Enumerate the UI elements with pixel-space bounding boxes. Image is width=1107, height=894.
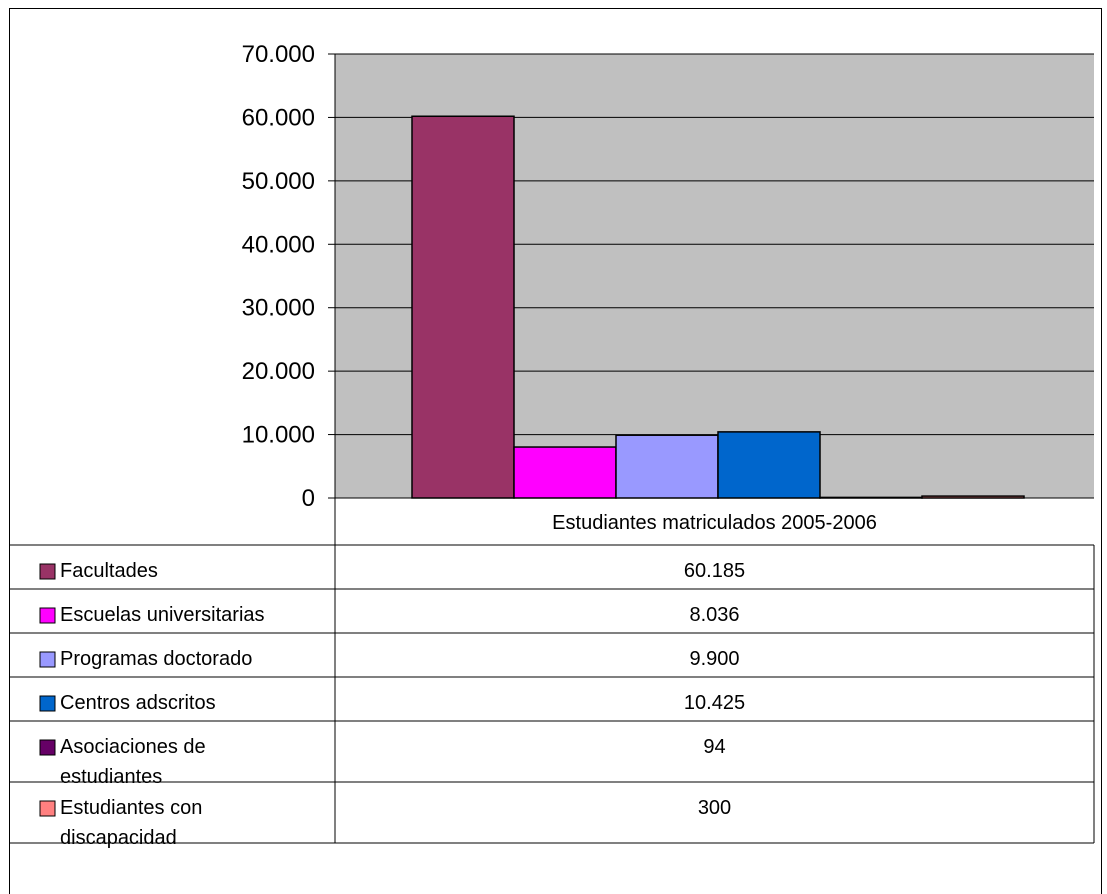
legend-label: discapacidad <box>60 827 177 849</box>
legend-swatch <box>39 800 56 817</box>
y-tick-label: 40.000 <box>242 231 315 258</box>
legend-swatch <box>39 695 56 712</box>
bar <box>615 434 719 499</box>
legend-label: Escuelas universitarias <box>60 604 265 626</box>
y-tick-label: 20.000 <box>242 358 315 385</box>
data-label: 8.036 <box>689 604 739 626</box>
legend-swatch <box>39 651 56 668</box>
legend-label: Centros adscritos <box>60 692 216 714</box>
category-label: Estudiantes matriculados 2005-2006 <box>552 512 877 534</box>
bar <box>717 431 821 499</box>
legend-label: Facultades <box>60 560 158 582</box>
y-tick-label: 60.000 <box>242 104 315 131</box>
y-tick-label: 10.000 <box>242 422 315 449</box>
legend-label: Programas doctorado <box>60 648 252 670</box>
bar <box>411 115 515 499</box>
legend-label: estudiantes <box>60 766 162 788</box>
y-tick-label: 70.000 <box>242 41 315 68</box>
data-label: 94 <box>703 736 725 758</box>
y-tick-label: 30.000 <box>242 295 315 322</box>
legend-label: Asociaciones de <box>60 736 206 758</box>
chart-frame <box>9 8 1102 894</box>
legend-label: Estudiantes con <box>60 797 202 819</box>
legend-swatch <box>39 607 56 624</box>
legend-swatch <box>39 563 56 580</box>
data-label: 10.425 <box>684 692 745 714</box>
y-tick-label: 0 <box>302 485 315 512</box>
y-tick-label: 50.000 <box>242 168 315 195</box>
data-label: 9.900 <box>689 648 739 670</box>
bar <box>513 446 617 499</box>
legend-swatch <box>39 739 56 756</box>
data-label: 300 <box>698 797 731 819</box>
data-label: 60.185 <box>684 560 745 582</box>
